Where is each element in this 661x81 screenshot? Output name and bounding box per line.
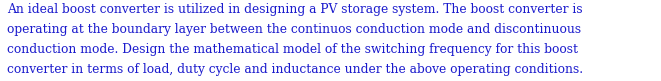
Text: An ideal boost converter is utilized in designing a PV storage system. The boost: An ideal boost converter is utilized in …	[7, 3, 582, 16]
Text: converter in terms of load, duty cycle and inductance under the above operating : converter in terms of load, duty cycle a…	[7, 63, 583, 76]
Text: operating at the boundary layer between the continuos conduction mode and discon: operating at the boundary layer between …	[7, 23, 581, 36]
Text: conduction mode. Design the mathematical model of the switching frequency for th: conduction mode. Design the mathematical…	[7, 43, 578, 56]
